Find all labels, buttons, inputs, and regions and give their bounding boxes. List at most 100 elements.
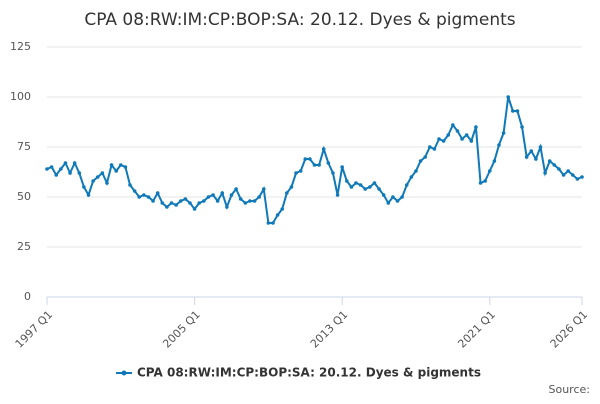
point [54, 173, 59, 177]
point [386, 201, 391, 205]
point [409, 175, 414, 179]
y-tick-label: 0 [24, 290, 31, 303]
point [261, 187, 266, 191]
point [128, 183, 132, 187]
point [321, 147, 326, 151]
x-tick-label: 2026 Q1 [548, 308, 591, 351]
point [511, 109, 515, 113]
point [77, 171, 82, 175]
point [437, 137, 441, 141]
point [169, 201, 174, 205]
point [289, 185, 294, 189]
point [515, 109, 520, 113]
point [363, 187, 368, 191]
point [142, 193, 146, 197]
point [151, 199, 155, 203]
point [446, 133, 451, 137]
point [178, 199, 183, 203]
point [238, 197, 243, 201]
point [423, 155, 427, 159]
point [114, 169, 118, 173]
point [561, 173, 566, 177]
point [123, 165, 128, 169]
x-tick-label: 2005 Q1 [160, 308, 203, 351]
point [225, 205, 229, 209]
point [95, 175, 100, 179]
point [234, 187, 238, 191]
point [349, 185, 354, 189]
point [487, 169, 492, 173]
point [202, 199, 206, 203]
point [317, 163, 321, 167]
point [326, 161, 331, 165]
point [188, 201, 192, 205]
point [524, 155, 529, 159]
point [63, 161, 68, 165]
point [335, 193, 340, 197]
chart-title: CPA 08:RW:IM:CP:BOP:SA: 20.12. Dyes & pi… [84, 10, 515, 30]
point [570, 173, 575, 177]
point [45, 167, 49, 171]
point [294, 171, 298, 175]
point [192, 207, 197, 211]
point [275, 213, 280, 217]
point [354, 181, 358, 185]
point [49, 165, 54, 169]
point [271, 221, 275, 225]
point [372, 181, 377, 185]
point [377, 187, 381, 191]
y-tick-label: 100 [10, 90, 31, 103]
point [404, 183, 409, 187]
point [497, 143, 501, 147]
point [534, 157, 538, 161]
point [418, 159, 423, 163]
point [501, 131, 506, 135]
point [146, 195, 151, 199]
point [266, 221, 271, 225]
point [59, 167, 63, 171]
point [575, 177, 580, 181]
point [344, 179, 349, 183]
point [298, 169, 303, 173]
point [391, 195, 395, 199]
point [86, 193, 91, 197]
point [543, 171, 547, 175]
point [478, 181, 483, 185]
point [100, 171, 105, 175]
point [552, 163, 557, 167]
point [331, 171, 335, 175]
point [547, 159, 552, 163]
point [474, 125, 478, 129]
y-tick-label: 125 [10, 40, 31, 53]
point [312, 163, 317, 167]
y-tick-label: 50 [17, 190, 31, 203]
point [68, 171, 72, 175]
point [109, 163, 114, 167]
point [441, 139, 446, 143]
point [340, 165, 344, 169]
point [566, 169, 570, 173]
point [280, 207, 285, 211]
legend-label: CPA 08:RW:IM:CP:BOP:SA: 20.12. Dyes & pi… [137, 366, 481, 380]
legend-marker [121, 370, 127, 376]
point [160, 201, 165, 205]
point [414, 169, 418, 173]
point [132, 189, 137, 193]
source: Source: [549, 383, 591, 396]
point [538, 145, 543, 149]
point [368, 185, 372, 189]
point [118, 163, 123, 167]
point [483, 179, 487, 183]
point [400, 195, 404, 199]
point [455, 129, 460, 133]
x-tick-label: 2013 Q1 [308, 308, 351, 351]
point [211, 193, 215, 197]
point [197, 201, 201, 205]
point [252, 199, 257, 203]
point [381, 193, 386, 197]
point [460, 137, 464, 141]
point [183, 197, 188, 201]
point [464, 133, 469, 137]
point [303, 157, 308, 161]
